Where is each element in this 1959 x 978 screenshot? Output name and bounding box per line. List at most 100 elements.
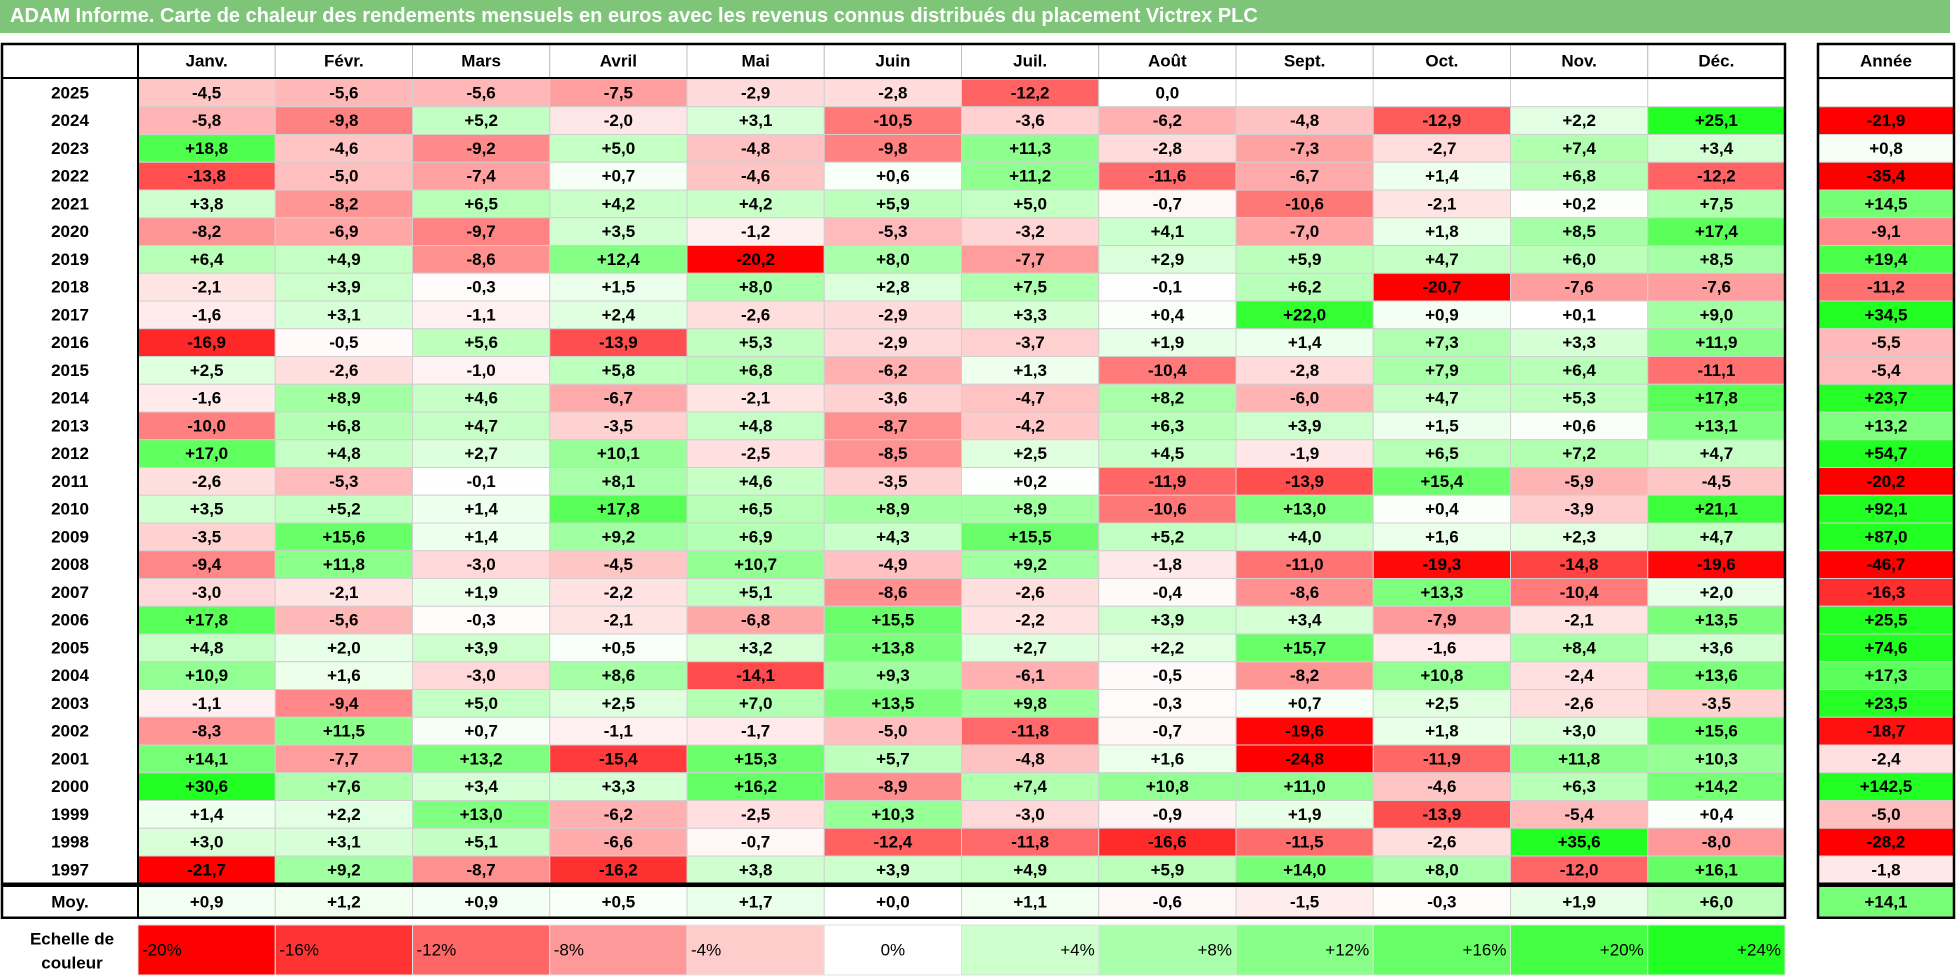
cell-value: +7,0 xyxy=(739,694,773,713)
average-value: +1,1 xyxy=(1013,892,1047,911)
heatmap-cell xyxy=(1098,661,1237,690)
heatmap-cell xyxy=(823,272,962,302)
cell-value: +5,9 xyxy=(1288,250,1322,269)
cell-value: +0,6 xyxy=(876,167,910,186)
heatmap-cell xyxy=(412,605,551,635)
average-value: +0,5 xyxy=(602,892,636,911)
month-header: Mars xyxy=(461,52,501,71)
heatmap-cell xyxy=(961,633,1100,663)
cell-value: -11,8 xyxy=(1011,722,1049,741)
cell-value: +15,6 xyxy=(1695,722,1738,741)
average-label: Moy. xyxy=(51,892,88,911)
average-value: +1,2 xyxy=(327,892,361,911)
cell-value: -0,1 xyxy=(466,472,495,491)
cell-value: -8,7 xyxy=(878,416,907,435)
cell-value: +8,6 xyxy=(602,666,636,685)
cell-value: -7,6 xyxy=(1564,278,1593,297)
cell-value: +3,9 xyxy=(464,638,498,657)
heatmap-cell xyxy=(549,383,688,413)
cell-value: +8,0 xyxy=(876,250,910,269)
cell-value: +6,4 xyxy=(190,250,224,269)
cell-value: +15,6 xyxy=(322,527,365,546)
cell-value: -8,3 xyxy=(192,722,221,741)
cell-value: +2,2 xyxy=(1151,638,1185,657)
annual-value: +25,5 xyxy=(1864,611,1907,630)
cell-value: +3,0 xyxy=(190,833,224,852)
cell-value: +8,9 xyxy=(1013,500,1047,519)
annual-cell xyxy=(1817,578,1955,607)
heatmap-cell xyxy=(1647,245,1786,274)
heatmap-cell xyxy=(1098,106,1237,135)
annual-value: -9,1 xyxy=(1871,222,1900,241)
cell-value: +5,7 xyxy=(876,749,910,768)
cell-value: -6,8 xyxy=(741,611,770,630)
year-label: 2019 xyxy=(51,250,89,269)
cell-value: +3,0 xyxy=(1562,722,1596,741)
cell-value: +8,9 xyxy=(327,389,361,408)
cell-value: +35,6 xyxy=(1558,833,1601,852)
cell-value: +11,5 xyxy=(323,722,365,741)
cell-value: +1,4 xyxy=(1425,167,1459,186)
heatmap-cell xyxy=(274,328,413,357)
heatmap-cell xyxy=(823,300,962,330)
cell-value: -2,6 xyxy=(1564,694,1593,713)
cell-value: -20,7 xyxy=(1423,278,1462,297)
grid-frame xyxy=(0,42,1787,885)
year-label: 2016 xyxy=(51,333,89,352)
annual-value: +34,5 xyxy=(1864,305,1907,324)
month-header: Mai xyxy=(741,52,769,71)
cell-value: -0,3 xyxy=(466,278,495,297)
cell-value: -4,8 xyxy=(1015,749,1044,768)
average-cell xyxy=(961,886,1100,918)
cell-value: -3,5 xyxy=(1702,694,1731,713)
cell-value: -8,2 xyxy=(192,222,221,241)
cell-value: -11,1 xyxy=(1697,361,1735,380)
month-header: Juin xyxy=(875,52,910,71)
cell-value: +3,5 xyxy=(602,222,636,241)
cell-value: -4,6 xyxy=(329,139,358,158)
annual-cell xyxy=(1817,411,1955,441)
heatmap-cell xyxy=(961,467,1100,496)
heatmap-cell xyxy=(549,161,688,191)
heatmap-cell xyxy=(1647,217,1786,246)
heatmap-cell xyxy=(274,245,413,274)
year-label: 1999 xyxy=(51,805,89,824)
cell-value: +8,5 xyxy=(1562,222,1596,241)
cell-value: +9,8 xyxy=(1013,694,1047,713)
cell-value: +4,7 xyxy=(1700,527,1734,546)
cell-value: -3,0 xyxy=(466,666,495,685)
cell-value: -3,6 xyxy=(1015,111,1044,130)
cell-value: -1,0 xyxy=(466,361,495,380)
heatmap-cell xyxy=(1098,550,1237,579)
heatmap-cell xyxy=(549,300,688,330)
cell-value: -7,9 xyxy=(1427,611,1456,630)
annual-value: -1,8 xyxy=(1871,860,1900,879)
cell-value: +9,3 xyxy=(876,666,910,685)
year-label: 2022 xyxy=(51,167,89,186)
scale-stop-label: -12% xyxy=(417,941,457,960)
annual-value: -16,3 xyxy=(1867,583,1906,602)
cell-value: -8,0 xyxy=(1702,833,1731,852)
cell-value: -3,6 xyxy=(878,389,907,408)
cell-value: +10,8 xyxy=(1420,666,1463,685)
heatmap-cell xyxy=(1647,633,1786,663)
cell-value: +6,0 xyxy=(1562,250,1596,269)
cell-value: +10,9 xyxy=(185,666,228,685)
cell-value: -1,1 xyxy=(604,722,633,741)
cell-value: +5,1 xyxy=(464,833,498,852)
cell-value: +4,7 xyxy=(1700,444,1734,463)
heatmap-cell xyxy=(1510,383,1649,413)
year-label: 2004 xyxy=(51,666,89,685)
heatmap-cell xyxy=(1372,189,1511,219)
month-header: Sept. xyxy=(1284,52,1326,71)
annual-value: +74,6 xyxy=(1864,638,1907,657)
cell-value: +6,5 xyxy=(739,500,773,519)
cell-value: +2,0 xyxy=(1700,583,1734,602)
cell-value: +14,2 xyxy=(1695,777,1738,796)
heatmap-cell xyxy=(1372,605,1511,635)
cell-value: +13,3 xyxy=(1420,583,1463,602)
annual-frame xyxy=(1816,42,1956,885)
cell-value: +5,9 xyxy=(876,194,910,213)
cell-value: -2,1 xyxy=(329,583,358,602)
cell-value: +9,0 xyxy=(1700,305,1734,324)
